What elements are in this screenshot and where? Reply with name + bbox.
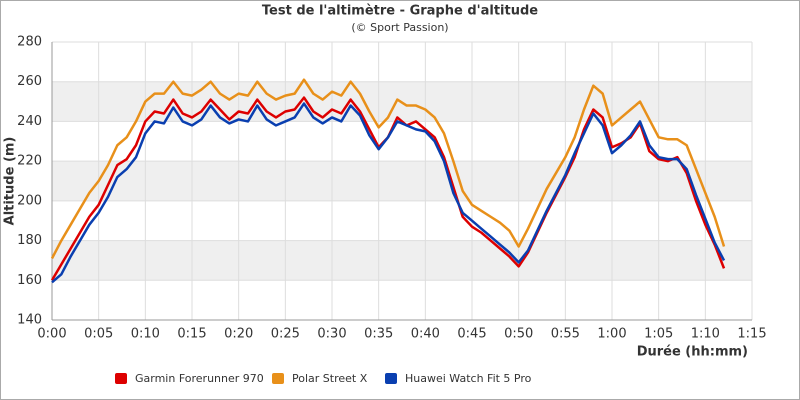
y-tick-label: 140 <box>17 313 42 328</box>
legend-swatch <box>115 373 127 384</box>
x-tick-label: 0:00 <box>37 327 66 342</box>
x-tick-label: 0:35 <box>364 327 393 342</box>
y-tick-label: 160 <box>17 273 42 288</box>
x-tick-label: 1:10 <box>691 327 720 342</box>
x-tick-label: 0:30 <box>317 327 346 342</box>
x-tick-label: 0:15 <box>177 327 206 342</box>
y-tick-label: 240 <box>17 114 42 129</box>
grid-band <box>52 240 752 281</box>
legend-swatch <box>385 373 397 384</box>
y-tick-label: 280 <box>17 35 42 50</box>
x-tick-label: 0:05 <box>84 327 113 342</box>
grid-band <box>52 161 752 201</box>
chart-subtitle: (© Sport Passion) <box>351 21 448 34</box>
series-line <box>51 102 726 284</box>
chart-title: Test de l'altimètre - Graphe d'altitude <box>262 4 538 19</box>
y-tick-label: 220 <box>17 154 42 169</box>
legend-swatch <box>272 373 284 384</box>
x-tick-label: 0:55 <box>551 327 580 342</box>
series-line <box>50 78 726 260</box>
x-tick-label: 1:05 <box>644 327 673 342</box>
legend-label: Garmin Forerunner 970 <box>135 372 264 385</box>
x-tick-label: 1:15 <box>737 327 766 342</box>
legend-label: Huawei Watch Fit 5 Pro <box>405 372 532 385</box>
y-axis-label: Altitude (m) <box>3 137 18 226</box>
x-tick-label: 0:50 <box>504 327 533 342</box>
x-tick-label: 0:20 <box>224 327 253 342</box>
legend-label: Polar Street X <box>292 372 368 385</box>
x-tick-label: 0:25 <box>271 327 300 342</box>
x-tick-label: 1:00 <box>597 327 626 342</box>
x-tick-label: 0:40 <box>411 327 440 342</box>
y-tick-label: 260 <box>17 74 42 89</box>
x-tick-label: 0:10 <box>131 327 160 342</box>
x-tick-label: 0:45 <box>457 327 486 342</box>
x-axis-label: Durée (hh:mm) <box>637 345 748 360</box>
y-tick-label: 180 <box>17 233 42 248</box>
y-tick-label: 200 <box>17 193 42 208</box>
plot-background <box>51 41 753 321</box>
